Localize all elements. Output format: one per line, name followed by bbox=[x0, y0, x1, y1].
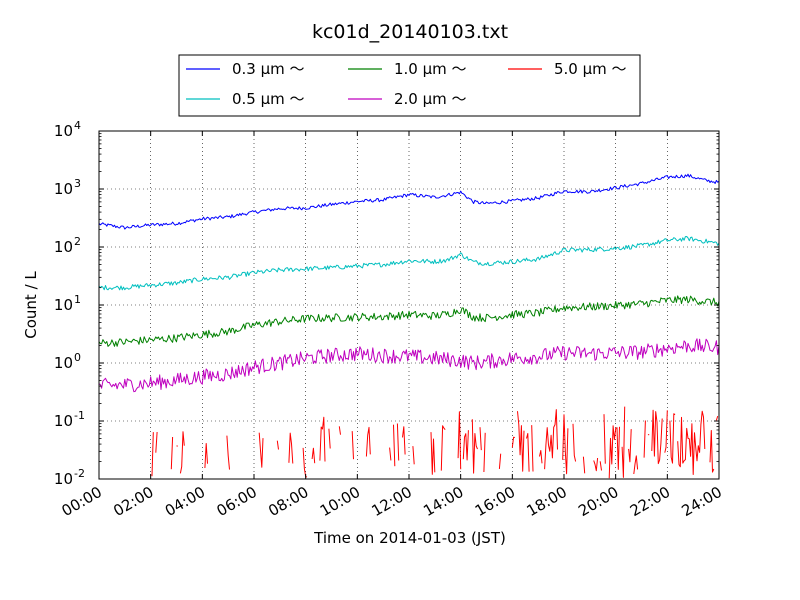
series-line bbox=[98, 173, 720, 230]
legend: 0.3 μm ～ 0.5 μm ～ 1.0 μm ～ 2.0 μm ～ 5.0 μm ～ bbox=[178, 54, 641, 117]
legend-label: 5.0 μm ～ bbox=[554, 60, 627, 78]
series-line bbox=[98, 236, 720, 291]
grid-lines bbox=[99, 131, 719, 479]
x-axis-label: Time on 2014-01-03 (JST) bbox=[313, 529, 506, 547]
legend-label: 0.5 μm ～ bbox=[232, 90, 305, 108]
y-tick-exponent: -2 bbox=[74, 467, 85, 480]
y-axis-label: Count / L bbox=[22, 271, 40, 339]
y-tick-label: 10 bbox=[54, 296, 73, 314]
legend-frame bbox=[178, 54, 641, 117]
y-tick-exponent: 1 bbox=[74, 293, 81, 306]
y-tick-exponent: -1 bbox=[74, 409, 85, 422]
legend-label: 1.0 μm ～ bbox=[394, 60, 467, 78]
y-tick-label: 10 bbox=[54, 122, 73, 140]
series-line bbox=[98, 295, 720, 347]
series-line bbox=[98, 338, 720, 393]
y-tick-label: 10 bbox=[54, 180, 73, 198]
series-lines bbox=[98, 173, 720, 479]
legend-label: 2.0 μm ～ bbox=[394, 90, 467, 108]
y-tick-exponent: 4 bbox=[74, 119, 81, 132]
chart-title: kc01d_20140103.txt bbox=[312, 21, 508, 43]
y-tick-label: 10 bbox=[54, 412, 73, 430]
y-tick-exponent: 3 bbox=[74, 177, 81, 190]
series-line bbox=[151, 406, 719, 479]
y-tick-label: 10 bbox=[54, 354, 73, 372]
y-tick-label: 10 bbox=[54, 238, 73, 256]
y-tick-label: 10 bbox=[54, 470, 73, 488]
legend-label: 0.3 μm ～ bbox=[232, 60, 305, 78]
y-tick-exponent: 0 bbox=[74, 351, 81, 364]
y-tick-exponent: 2 bbox=[74, 235, 81, 248]
